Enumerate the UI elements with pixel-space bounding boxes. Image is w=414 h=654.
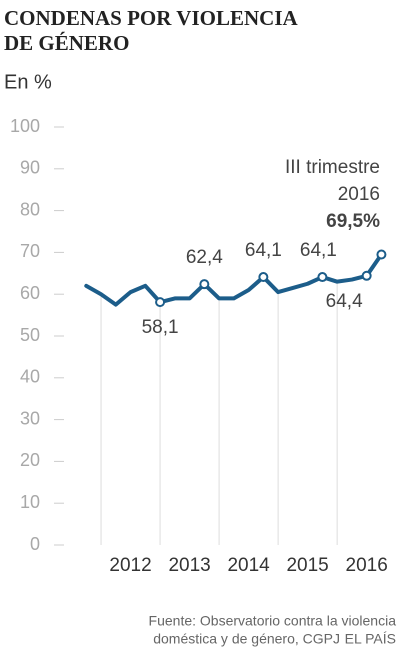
- x-tick-label: 2015: [286, 555, 328, 576]
- y-tick-label: 80: [20, 199, 40, 219]
- chart-title: CONDENAS POR VIOLENCIA: [4, 6, 298, 30]
- y-tick-label: 20: [20, 450, 40, 470]
- marker: [361, 270, 372, 281]
- marker: [376, 249, 387, 260]
- source: Fuente: Observatorio contra la violencia: [149, 613, 397, 629]
- chart-title: DE GÉNERO: [4, 31, 129, 55]
- marker: [199, 279, 210, 290]
- y-tick-label: 40: [20, 367, 40, 387]
- data-label: 62,4: [186, 247, 223, 268]
- data-label: 69,5%: [326, 211, 380, 232]
- y-tick-label: 100: [10, 116, 40, 136]
- y-tick-label: 60: [20, 283, 40, 303]
- marker: [258, 272, 269, 283]
- source: doméstica y de género, CGPJ: [153, 631, 340, 647]
- y-tick-label: 70: [20, 241, 40, 261]
- data-label: 64,1: [245, 240, 282, 261]
- x-tick-label: 2012: [109, 555, 151, 576]
- annotation: III trimestre: [285, 157, 380, 178]
- marker: [317, 272, 328, 283]
- x-tick-label: 2016: [346, 555, 388, 576]
- x-tick-label: 2013: [168, 555, 210, 576]
- data-label: 58,1: [142, 317, 179, 338]
- subtitle: En %: [4, 71, 52, 93]
- y-tick-label: 0: [30, 534, 40, 554]
- x-tick-label: 2014: [227, 555, 270, 576]
- data-line: [84, 252, 384, 307]
- marker: [155, 297, 166, 308]
- y-tick-label: 30: [20, 408, 40, 428]
- y-tick-label: 50: [20, 325, 40, 345]
- data-label: 64,1: [300, 240, 337, 261]
- data-label: 64,4: [326, 291, 363, 312]
- y-tick-label: 10: [20, 492, 40, 512]
- credit: EL PAÍS: [345, 631, 396, 647]
- annotation: 2016: [338, 184, 380, 205]
- y-tick-label: 90: [20, 158, 40, 178]
